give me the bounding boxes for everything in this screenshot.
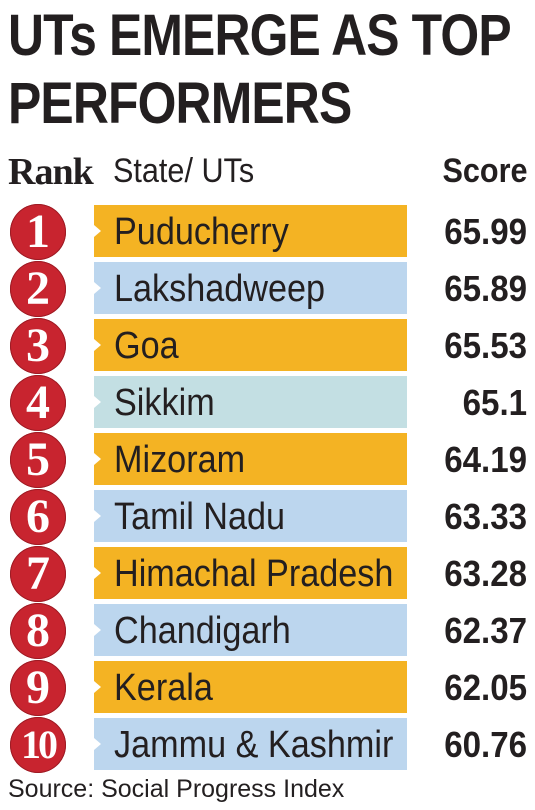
- rank-badge: 10: [10, 717, 66, 773]
- score-value: 64.19: [444, 439, 527, 480]
- state-name: Chandigarh: [114, 610, 291, 652]
- table-header: Rank State/ UTs Score: [0, 148, 535, 194]
- rank-badge: 1: [10, 204, 66, 260]
- table-row: 6 Tamil Nadu 63.33: [0, 488, 535, 545]
- state-name: Lakshadweep: [114, 268, 326, 310]
- state-column-header: State/ UTs: [113, 152, 255, 190]
- state-bar: Himachal Pradesh: [94, 547, 407, 599]
- score-value: 65.89: [444, 268, 527, 309]
- rank-badge: 7: [10, 546, 66, 602]
- score-value: 60.76: [444, 724, 527, 765]
- state-name: Tamil Nadu: [114, 496, 286, 538]
- table-row: 2 Lakshadweep 65.89: [0, 260, 535, 317]
- rank-badge: 6: [10, 489, 66, 545]
- state-bar: Jammu & Kashmir: [94, 718, 407, 770]
- score-value: 63.33: [444, 496, 527, 537]
- table-row: 7 Himachal Pradesh 63.28: [0, 545, 535, 602]
- score-value: 62.05: [444, 667, 527, 708]
- score-value: 65.53: [444, 325, 527, 366]
- rank-badge: 3: [10, 318, 66, 374]
- page-title: UTs EMERGE AS TOP PERFORMERS: [8, 2, 512, 138]
- state-name: Kerala: [114, 667, 213, 709]
- state-bar: Mizoram: [94, 433, 407, 485]
- state-bar: Puducherry: [94, 205, 407, 257]
- score-value: 65.1: [462, 382, 527, 423]
- rank-badge: 2: [10, 261, 66, 317]
- table-row: 9 Kerala 62.05: [0, 659, 535, 716]
- state-name: Jammu & Kashmir: [114, 724, 394, 766]
- state-name: Mizoram: [114, 439, 246, 481]
- state-bar: Lakshadweep: [94, 262, 407, 314]
- rank-badge: 9: [10, 660, 66, 716]
- rank-badge: 4: [10, 375, 66, 431]
- score-column-header: Score: [441, 152, 527, 190]
- rank-badge: 8: [10, 603, 66, 659]
- score-value: 65.99: [444, 211, 527, 252]
- state-name: Goa: [114, 325, 179, 367]
- table-row: 5 Mizoram 64.19: [0, 431, 535, 488]
- score-value: 62.37: [444, 610, 527, 651]
- state-name: Sikkim: [114, 382, 215, 424]
- rank-column-header: Rank: [8, 151, 94, 193]
- title-line-1: UTs EMERGE AS TOP: [8, 3, 512, 68]
- state-bar: Sikkim: [94, 376, 407, 428]
- state-bar: Kerala: [94, 661, 407, 713]
- title-line-2: PERFORMERS: [8, 71, 352, 136]
- source-note: Source: Social Progress Index: [8, 775, 345, 803]
- table-row: 4 Sikkim 65.1: [0, 374, 535, 431]
- state-bar: Chandigarh: [94, 604, 407, 656]
- state-name: Puducherry: [114, 211, 289, 253]
- state-name: Himachal Pradesh: [114, 553, 394, 595]
- table-row: 3 Goa 65.53: [0, 317, 535, 374]
- score-value: 63.28: [444, 553, 527, 594]
- table-row: 10 Jammu & Kashmir 60.76: [0, 716, 535, 773]
- rank-badge: 5: [10, 432, 66, 488]
- state-bar: Goa: [94, 319, 407, 371]
- state-bar: Tamil Nadu: [94, 490, 407, 542]
- table-row: 1 Puducherry 65.99: [0, 203, 535, 260]
- table-row: 8 Chandigarh 62.37: [0, 602, 535, 659]
